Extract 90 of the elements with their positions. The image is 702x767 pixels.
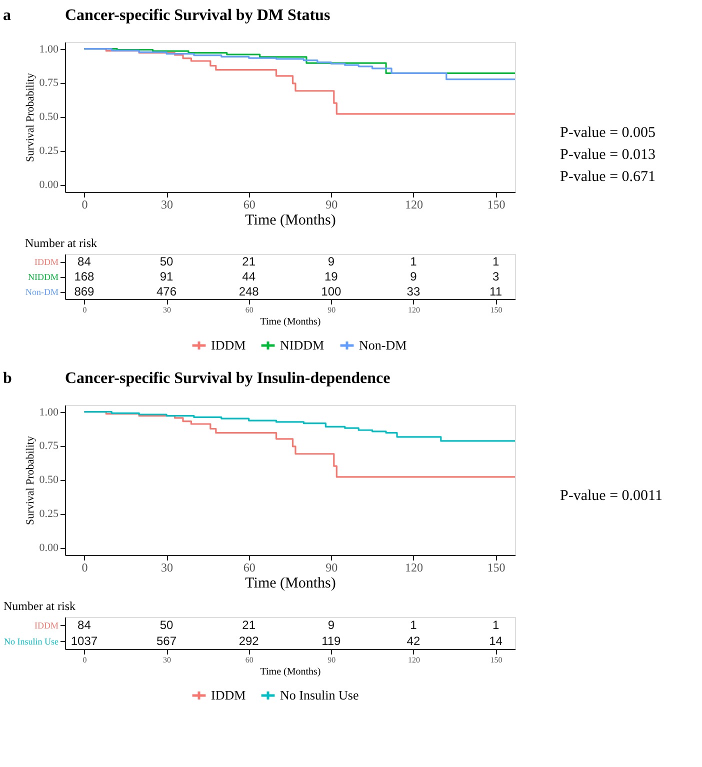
x-tick-label: 150	[490, 656, 502, 664]
data-label: 1	[492, 254, 500, 268]
x-tick-label: 0	[82, 306, 87, 314]
chart-title: Cancer-specific Survival by Insulin-dependence	[65, 370, 390, 387]
x-tick-label: 30	[163, 306, 172, 314]
legend-label: No Insulin Use	[280, 687, 359, 702]
data-label: 869	[74, 284, 95, 298]
data-label: 3	[492, 270, 500, 284]
x-tick-label: 120	[408, 306, 420, 314]
data-label: 21	[242, 618, 256, 632]
text: P-value = 0.013	[560, 147, 656, 163]
data-label: 50	[160, 618, 174, 632]
text: a	[3, 7, 11, 24]
data-label: 84	[78, 254, 92, 268]
x-tick-label: 0	[82, 560, 88, 574]
x-tick-label: 60	[243, 560, 256, 574]
data-label: 248	[238, 284, 260, 298]
y-tick-label: 1.00	[39, 43, 59, 56]
data-label: 84	[78, 618, 92, 632]
x-tick-label: 90	[328, 306, 336, 314]
data-label: 19	[324, 270, 338, 284]
legend-label: IDDM	[211, 687, 246, 702]
data-label: 44	[242, 270, 256, 284]
y-tick-label: 0.75	[39, 440, 59, 452]
x-tick-label: 60	[245, 306, 254, 314]
y-tick-label: IDDM	[34, 257, 58, 267]
y-tick-label: 0.50	[39, 474, 59, 486]
data-label: 42	[406, 634, 420, 648]
data-label: 9	[328, 254, 335, 268]
x-tick-label: 90	[326, 560, 338, 574]
text: P-value = 0.671	[560, 169, 656, 185]
data-label: 9	[328, 618, 335, 632]
x-tick-label: 90	[328, 656, 336, 664]
chart-title: Cancer-specific Survival by DM Status	[65, 7, 330, 24]
x-tick-label: 90	[326, 198, 338, 212]
data-label: 11	[490, 284, 502, 298]
data-label: 9	[410, 270, 418, 284]
legend-label: NIDDM	[280, 337, 324, 352]
legend-label: Non-DM	[359, 337, 408, 352]
x-tick-label: 0	[82, 198, 88, 212]
data-label: 567	[156, 634, 177, 648]
x-tick-label: 30	[163, 656, 172, 664]
x-tick-label: 30	[161, 560, 174, 574]
y-axis-title: Survival Probability	[24, 436, 36, 525]
y-tick-label: 1.00	[39, 406, 59, 418]
x-tick-label: 120	[404, 198, 423, 212]
x-tick-label: 120	[408, 656, 420, 664]
data-label: 1	[410, 254, 418, 268]
data-label: 21	[242, 254, 256, 268]
x-axis-title: Time (Months)	[245, 576, 336, 592]
y-tick-label: Non-DM	[26, 287, 58, 297]
y-tick-label: 0.00	[39, 179, 59, 192]
x-tick-label: 30	[161, 198, 174, 212]
text: P-value = 0.005	[560, 125, 656, 141]
text: b	[3, 370, 12, 387]
data-label: 1	[492, 618, 500, 632]
x-tick-label: 150	[487, 198, 506, 212]
data-label: 292	[238, 634, 260, 648]
x-axis-title: Time (Months)	[245, 212, 336, 228]
legend-label: IDDM	[211, 337, 246, 352]
data-label: 91	[160, 270, 174, 284]
y-tick-label: 0.50	[39, 111, 59, 124]
data-label: 50	[160, 254, 174, 268]
data-label: 476	[156, 284, 177, 298]
text: P-value = 0.0011	[560, 488, 662, 504]
data-label: 14	[489, 634, 503, 648]
data-label: 33	[406, 284, 420, 298]
data-label: 1	[410, 618, 418, 632]
x-tick-label: 120	[404, 560, 423, 574]
x-tick-label: 60	[245, 656, 254, 664]
x-axis-title: Time (Months)	[260, 316, 321, 328]
y-axis-title: Survival Probability	[24, 72, 36, 162]
y-tick-label: 0.75	[39, 77, 59, 90]
data-label: 119	[322, 634, 342, 648]
x-axis-title: Time (Months)	[260, 666, 321, 678]
x-tick-label: 60	[243, 198, 256, 212]
data-label: 168	[74, 270, 95, 284]
y-tick-label: NIDDM	[28, 272, 58, 282]
chart-title: Number at risk	[25, 236, 97, 250]
y-tick-label: IDDM	[34, 620, 58, 630]
chart-title: Number at risk	[4, 599, 76, 613]
y-tick-label: No Insulin Use	[4, 636, 58, 646]
y-tick-label: 0.00	[39, 542, 59, 554]
y-tick-label: 0.25	[39, 145, 59, 158]
data-label: 1037	[70, 634, 98, 648]
data-label: 100	[321, 284, 342, 298]
x-tick-label: 150	[490, 306, 502, 314]
y-tick-label: 0.25	[39, 508, 59, 520]
x-tick-label: 150	[487, 560, 506, 574]
x-tick-label: 0	[82, 656, 87, 664]
